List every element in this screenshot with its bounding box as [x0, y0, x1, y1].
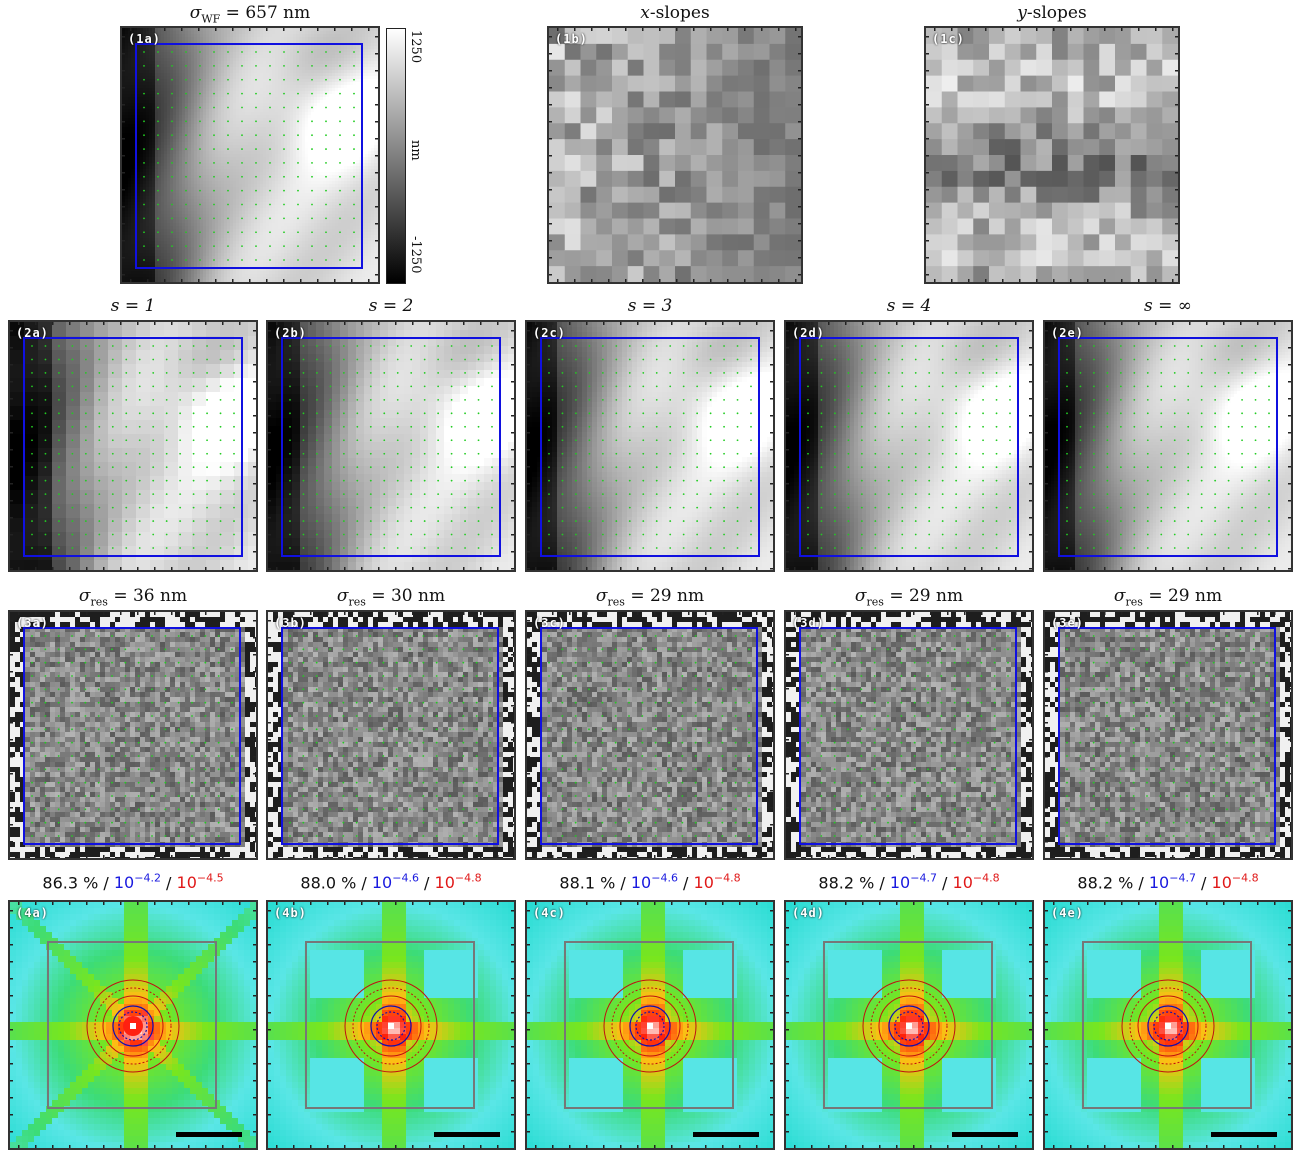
title-4b: 88.0 % / 10−4.6 / 10−4.8 [266, 872, 516, 892]
panel-1a: (1a) [120, 26, 380, 284]
title-3e: σres = 29 nm [1043, 586, 1293, 608]
panel-4d: (4d) [784, 900, 1034, 1150]
title-2a: s = 1 [8, 296, 258, 316]
colorbar-top-label: 1250 [408, 30, 423, 63]
panel-2e: (2e) [1043, 320, 1293, 572]
panel-3a: (3a) [8, 610, 258, 860]
colorbar-bottom-label: -1250 [408, 236, 423, 273]
panel-label: (4d) [792, 906, 825, 920]
title-3a: σres = 36 nm [8, 586, 258, 608]
title-4e: 88.2 % / 10−4.7 / 10−4.8 [1043, 872, 1293, 892]
title-2d: s = 4 [784, 296, 1034, 316]
panel-label: (3a) [16, 616, 49, 630]
panel-label: (1c) [932, 32, 965, 46]
panel-2c: (2c) [525, 320, 775, 572]
panel-label: (1a) [128, 32, 161, 46]
panel-4a: (4a) [8, 900, 258, 1150]
colorbar [386, 28, 406, 284]
panel-4c: (4c) [525, 900, 775, 1150]
title-4d: 88.2 % / 10−4.7 / 10−4.8 [784, 872, 1034, 892]
panel-label: (4a) [16, 906, 49, 920]
panel-label: (2d) [792, 326, 825, 340]
title-3c: σres = 29 nm [525, 586, 775, 608]
panel-3c: (3c) [525, 610, 775, 860]
title-3b: σres = 30 nm [266, 586, 516, 608]
panel-label: (3b) [274, 616, 307, 630]
panel-label: (4c) [533, 906, 566, 920]
panel-2d: (2d) [784, 320, 1034, 572]
panel-label: (1b) [555, 32, 588, 46]
panel-label: (2e) [1051, 326, 1084, 340]
panel-label: (4b) [274, 906, 307, 920]
title-4a: 86.3 % / 10−4.2 / 10−4.5 [8, 872, 258, 892]
title-4c: 88.1 % / 10−4.6 / 10−4.8 [525, 872, 775, 892]
title-2e: s = ∞ [1043, 296, 1293, 316]
panel-4b: (4b) [266, 900, 516, 1150]
panel-1c: (1c) [924, 26, 1180, 284]
panel-3d: (3d) [784, 610, 1034, 860]
panel-label: (3c) [533, 616, 566, 630]
panel-label: (2a) [16, 326, 49, 340]
panel-2b: (2b) [266, 320, 516, 572]
panel-label: (3d) [792, 616, 825, 630]
panel-3e: (3e) [1043, 610, 1293, 860]
title-2b: s = 2 [266, 296, 516, 316]
title-3d: σres = 29 nm [784, 586, 1034, 608]
panel-label: (2c) [533, 326, 566, 340]
panel-label: (4e) [1051, 906, 1084, 920]
panel-3b: (3b) [266, 610, 516, 860]
title-2c: s = 3 [525, 296, 775, 316]
title-1c: y-slopes [924, 3, 1180, 23]
panel-label: (3e) [1051, 616, 1084, 630]
panel-2a: (2a) [8, 320, 258, 572]
colorbar-unit-label: nm [408, 140, 423, 161]
panel-1b: (1b) [547, 26, 803, 284]
title-1b: x-slopes [547, 3, 803, 23]
panel-4e: (4e) [1043, 900, 1293, 1150]
panel-label: (2b) [274, 326, 307, 340]
title-1a: σWF = 657 nm [120, 3, 380, 25]
